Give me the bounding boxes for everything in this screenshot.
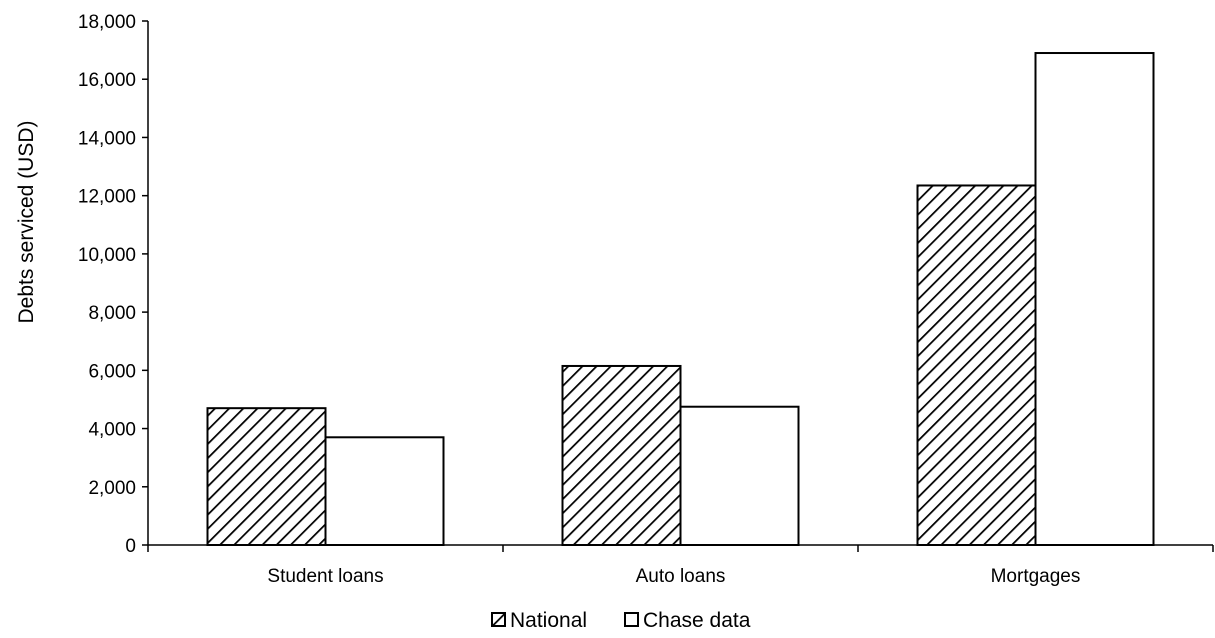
y-axis-title: Debts serviced (USD) (15, 120, 38, 323)
bar-national-student-loans (206, 407, 327, 546)
legend-label-national: National (510, 609, 587, 632)
x-tick-label: Mortgages (991, 566, 1081, 587)
x-tick-label: Auto loans (636, 566, 726, 587)
legend-swatch-national (491, 612, 506, 627)
bar-national-mortgages (916, 184, 1037, 546)
y-tick-label: 2,000 (88, 478, 136, 499)
y-tick-label: 6,000 (88, 361, 136, 382)
legend: National Chase data (491, 609, 751, 632)
bars (206, 52, 1155, 547)
y-tick-label: 8,000 (88, 303, 136, 324)
y-tick-label: 0 (125, 536, 136, 557)
y-tick-label: 12,000 (78, 187, 136, 208)
bar-chase-data-auto-loans (679, 405, 800, 546)
y-tick-label: 18,000 (78, 12, 136, 33)
bar-chase-data-student-loans (324, 436, 445, 546)
axes (147, 21, 1213, 546)
y-tick-label: 4,000 (88, 420, 136, 441)
y-tick-label: 16,000 (78, 70, 136, 91)
x-axis-ticks: Student loans Auto loans Mortgages (147, 545, 1214, 587)
bar-chase-data-mortgages (1034, 52, 1155, 547)
legend-label-chase-data: Chase data (643, 609, 751, 632)
x-tick-label: Student loans (267, 566, 383, 587)
y-tick-label: 14,000 (78, 128, 136, 149)
bar-national-auto-loans (561, 364, 682, 547)
y-axis-ticks: 0 2,000 4,000 6,000 8,000 10,000 12,000 14,000 1… (78, 12, 148, 557)
legend-swatch-chase-data (624, 612, 639, 627)
y-tick-label: 10,000 (78, 245, 136, 266)
